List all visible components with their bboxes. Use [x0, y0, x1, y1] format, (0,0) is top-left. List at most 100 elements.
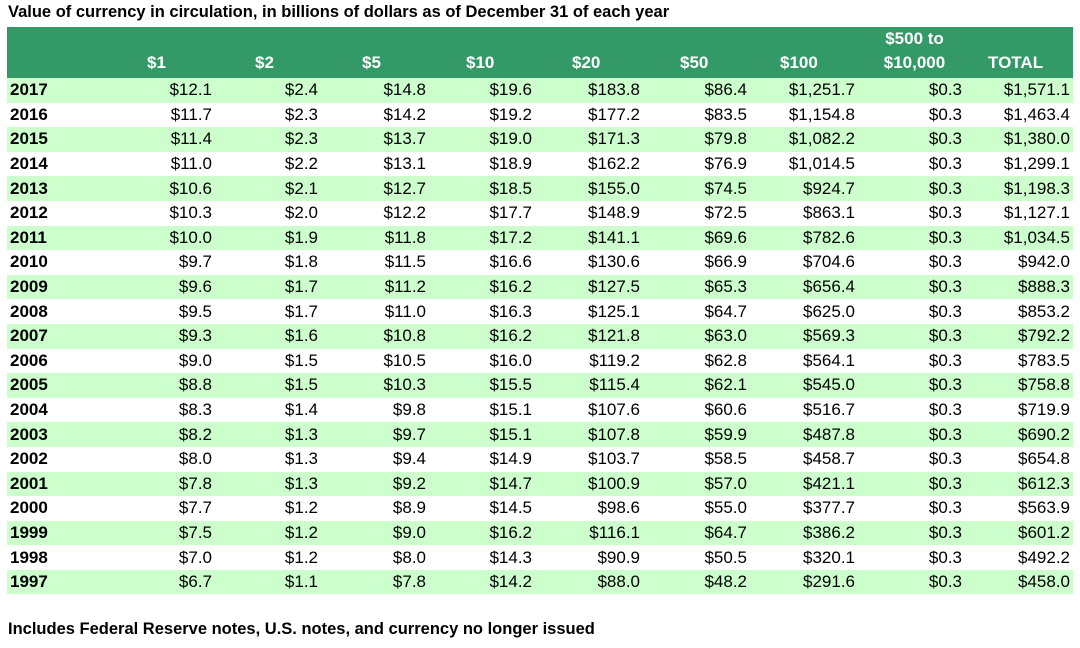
- table-cell: $62.1: [643, 373, 750, 398]
- table-cell: $9.2: [321, 471, 429, 497]
- table-cell: $127.5: [535, 274, 643, 300]
- table-cell: $0.3: [928, 154, 962, 174]
- table-row: 2000 $7.7 $1.2 $8.9 $14.5 $98.6 $55.0 $377.7 $0.…: [7, 496, 1073, 521]
- table-cell: $1,082.2: [750, 127, 858, 152]
- table-cell: $10.5: [383, 350, 426, 370]
- table-cell: $18.9: [489, 154, 532, 174]
- table-cell: $8.8: [107, 373, 215, 398]
- table-cell: $487.8: [750, 422, 858, 447]
- table-row: 2014 $11.0 $2.2 $13.1 $18.9 $162.2 $76.9 $1,014…: [7, 152, 1073, 177]
- table-cell: $16.2: [429, 323, 535, 349]
- table-cell: $421.1: [750, 471, 858, 497]
- row-year: 2015: [7, 127, 107, 152]
- table-cell: $14.9: [489, 449, 532, 469]
- table-row: 2009 $9.6 $1.7 $11.2 $16.2 $127.5 $65.3 $656.4 $…: [7, 274, 1073, 300]
- table-row: 2017 $12.1 $2.4 $14.8 $19.6 $183.8 $86.4 $1,251…: [7, 78, 1073, 103]
- table-cell: $0.3: [928, 449, 962, 469]
- table-cell: $16.0: [489, 350, 532, 370]
- table-row: 1997 $6.7 $1.1 $7.8 $14.2 $88.0 $48.2 $291.6 $0.…: [7, 569, 1073, 595]
- row-year: 2005: [7, 373, 107, 398]
- table-cell: $107.8: [535, 422, 643, 447]
- table-cell: $7.7: [178, 498, 212, 518]
- table-cell: $11.8: [321, 225, 429, 251]
- row-year: 1999: [7, 520, 107, 546]
- table-cell: $545.0: [750, 373, 858, 398]
- table-cell: $1.2: [284, 498, 318, 518]
- table-cell: $0.3: [858, 471, 965, 497]
- table-cell: $16.2: [429, 274, 535, 300]
- table-cell: $14.7: [429, 471, 535, 497]
- column-header: $20: [535, 27, 643, 78]
- table-cell: $458.0: [965, 569, 1073, 595]
- table-cell: $569.3: [750, 323, 858, 349]
- table-cell: $15.1: [489, 400, 532, 420]
- table-cell: $76.9: [704, 154, 747, 174]
- table-cell: $0.3: [928, 203, 962, 223]
- table-cell: $8.0: [392, 547, 426, 567]
- table-row: 2016 $11.7 $2.3 $14.2 $19.2 $177.2 $83.5 $1,154…: [7, 103, 1073, 128]
- table-cell: $1.1: [215, 569, 321, 595]
- table-cell: $0.3: [858, 323, 965, 349]
- table-cell: $171.3: [535, 127, 643, 152]
- table-cell: $9.7: [178, 252, 212, 272]
- table-cell: $86.4: [643, 78, 750, 103]
- table-cell: $14.8: [321, 78, 429, 103]
- table-cell: $10.3: [321, 373, 429, 398]
- table-cell: $0.3: [928, 498, 962, 518]
- table-row: 2015 $11.4 $2.3 $13.7 $19.0 $171.3 $79.8 $1,082…: [7, 127, 1073, 152]
- table-cell: $83.5: [704, 104, 747, 124]
- row-year: 2004: [10, 400, 48, 420]
- table-cell: $888.3: [965, 274, 1073, 300]
- table-row: 2007 $9.3 $1.6 $10.8 $16.2 $121.8 $63.0 $569.3 $…: [7, 323, 1073, 349]
- table-cell: $1.5: [215, 373, 321, 398]
- row-year: 2012: [10, 203, 48, 223]
- table-cell: $119.2: [589, 350, 640, 370]
- table-cell: $1.3: [284, 449, 318, 469]
- table-cell: $13.1: [383, 154, 426, 174]
- table-row: 2010 $9.7 $1.8 $11.5 $16.6 $130.6 $66.9 $704.6 $…: [7, 250, 1073, 275]
- table-cell: $116.1: [535, 520, 643, 546]
- table-cell: $654.8: [1018, 449, 1070, 469]
- table-cell: $11.0: [384, 301, 426, 321]
- table-cell: $15.5: [429, 373, 535, 398]
- table-cell: $1.3: [215, 422, 321, 447]
- table-cell: $690.2: [965, 422, 1073, 447]
- table-cell: $853.2: [1018, 301, 1070, 321]
- row-year: 2013: [7, 176, 107, 201]
- table-cell: $1,463.4: [1003, 104, 1070, 124]
- table-cell: $16.6: [489, 252, 532, 272]
- table-cell: $0.3: [928, 301, 962, 321]
- table-cell: $11.7: [170, 104, 212, 124]
- table-cell: $0.3: [858, 569, 965, 595]
- table-cell: $9.5: [178, 301, 212, 321]
- table-cell: $162.2: [588, 154, 640, 174]
- table-cell: $18.5: [429, 176, 535, 201]
- table-cell: $625.0: [803, 301, 855, 321]
- row-year: 2007: [7, 323, 107, 349]
- table-cell: $72.5: [704, 203, 747, 223]
- row-year: 2003: [7, 422, 107, 447]
- table-cell: $1.4: [284, 400, 318, 420]
- table-cell: $69.6: [643, 225, 750, 251]
- row-year: 2014: [10, 154, 48, 174]
- table-cell: $13.7: [321, 127, 429, 152]
- table-cell: $0.3: [858, 520, 965, 546]
- table-cell: $103.7: [588, 449, 640, 469]
- table-cell: $19.2: [489, 104, 532, 124]
- table-cell: $8.0: [178, 449, 212, 469]
- column-header: [7, 27, 107, 78]
- table-cell: $1,154.8: [788, 104, 855, 124]
- table-cell: $62.8: [704, 350, 747, 370]
- table-title: Value of currency in circulation, in bil…: [8, 3, 670, 21]
- table-cell: $1,034.5: [965, 225, 1073, 251]
- row-year: 2008: [10, 301, 48, 321]
- table-cell: $19.0: [429, 127, 535, 152]
- table-cell: $48.2: [643, 569, 750, 595]
- table-cell: $2.1: [215, 176, 321, 201]
- table-row: 2002 $8.0 $1.3 $9.4 $14.9 $103.7 $58.5 $458.7 $0…: [7, 447, 1073, 472]
- table-cell: $79.8: [643, 127, 750, 152]
- table-cell: $782.6: [750, 225, 858, 251]
- table-cell: $758.8: [965, 373, 1073, 398]
- table-cell: $65.3: [643, 274, 750, 300]
- table-cell: $1.2: [284, 547, 318, 567]
